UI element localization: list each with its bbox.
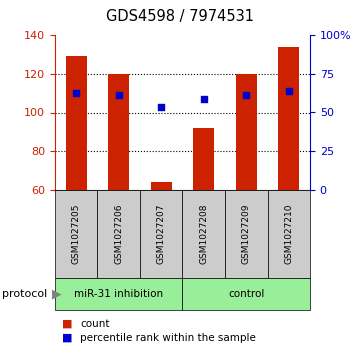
Text: ■: ■ bbox=[62, 319, 73, 329]
Text: percentile rank within the sample: percentile rank within the sample bbox=[80, 333, 256, 343]
Text: ▶: ▶ bbox=[52, 287, 62, 301]
Point bbox=[201, 96, 206, 102]
Text: GSM1027205: GSM1027205 bbox=[72, 204, 81, 264]
Text: control: control bbox=[228, 289, 265, 299]
Text: miR-31 inhibition: miR-31 inhibition bbox=[74, 289, 163, 299]
Text: GSM1027209: GSM1027209 bbox=[242, 204, 251, 264]
Point bbox=[158, 104, 164, 110]
Bar bbox=[151, 182, 172, 190]
Bar bbox=[66, 56, 87, 190]
Text: GSM1027207: GSM1027207 bbox=[157, 204, 166, 264]
Text: GDS4598 / 7974531: GDS4598 / 7974531 bbox=[106, 9, 255, 24]
Text: GSM1027206: GSM1027206 bbox=[114, 204, 123, 264]
Point bbox=[73, 90, 79, 96]
Bar bbox=[278, 46, 299, 190]
Bar bbox=[108, 74, 129, 190]
Text: count: count bbox=[80, 319, 110, 329]
Bar bbox=[236, 74, 257, 190]
Text: protocol: protocol bbox=[2, 289, 47, 299]
Point bbox=[243, 92, 249, 98]
Text: GSM1027210: GSM1027210 bbox=[284, 204, 293, 264]
Text: ■: ■ bbox=[62, 333, 73, 343]
Point bbox=[116, 92, 122, 98]
Bar bbox=[193, 128, 214, 190]
Text: GSM1027208: GSM1027208 bbox=[199, 204, 208, 264]
Point bbox=[286, 88, 292, 94]
